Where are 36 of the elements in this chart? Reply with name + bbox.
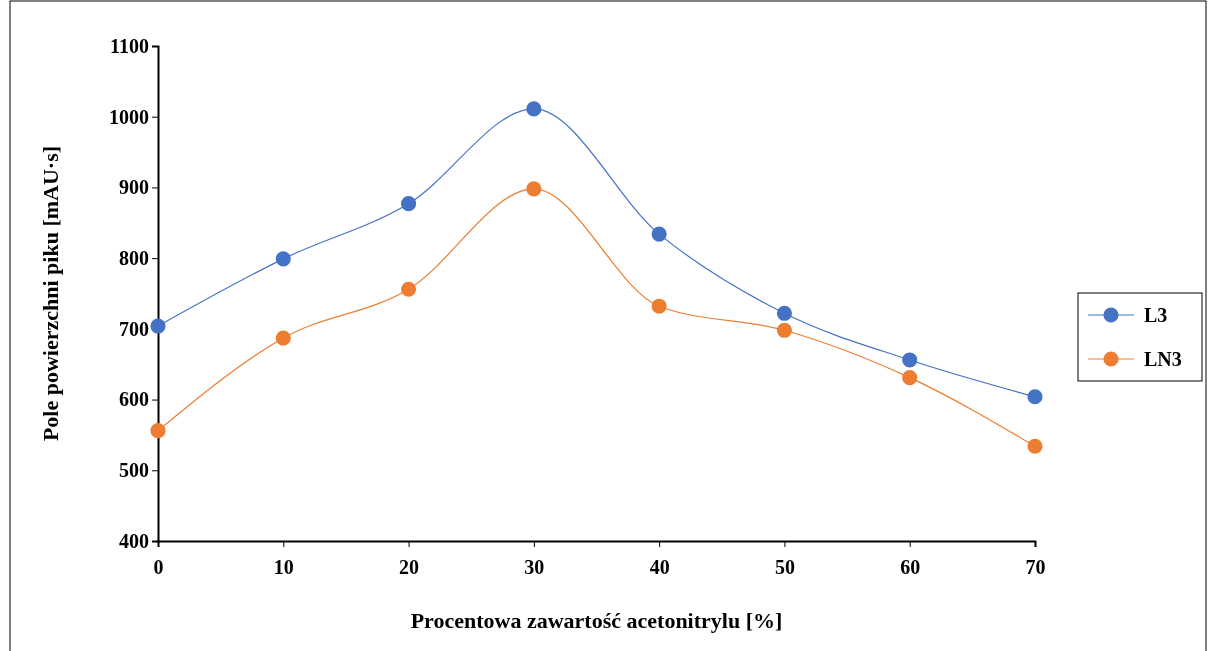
x-axis-title: Procentowa zawartość acetonitrylu [%] <box>410 608 783 633</box>
x-tick-label: 30 <box>524 556 545 578</box>
point <box>526 101 542 117</box>
point <box>401 196 417 212</box>
point <box>150 318 166 334</box>
y-tick-label: 400 <box>119 529 149 552</box>
y-tick-label: 1100 <box>110 34 149 57</box>
y-tick-label: 700 <box>119 317 149 340</box>
x-tick-label: 70 <box>1025 556 1046 578</box>
point <box>275 251 291 267</box>
point <box>902 370 918 386</box>
x-tick-label: 0 <box>153 556 164 578</box>
x-tick-label: 20 <box>399 556 420 578</box>
point <box>1027 389 1043 405</box>
legend-label: LN3 <box>1144 348 1182 370</box>
point <box>150 423 166 439</box>
y-axis-title: Pole powierzchni piku [mAU·s] <box>38 145 63 442</box>
point <box>526 181 542 197</box>
point <box>776 305 792 321</box>
x-tick-label: 10 <box>273 556 294 578</box>
point <box>776 322 792 338</box>
point <box>1027 438 1043 454</box>
y-tick-label: 900 <box>119 176 149 199</box>
point <box>651 226 667 242</box>
y-tick-label: 600 <box>119 388 149 411</box>
point <box>275 330 291 346</box>
point <box>401 281 417 297</box>
y-tick-label: 500 <box>119 459 149 482</box>
x-tick-label: 50 <box>774 556 795 578</box>
x-tick-label: 40 <box>649 556 670 578</box>
x-tick-label: 60 <box>900 556 921 578</box>
y-tick-label: 1000 <box>109 105 149 128</box>
point <box>902 352 918 368</box>
point <box>651 298 667 314</box>
legend-label: L3 <box>1144 304 1168 326</box>
y-tick-label: 800 <box>119 247 149 270</box>
